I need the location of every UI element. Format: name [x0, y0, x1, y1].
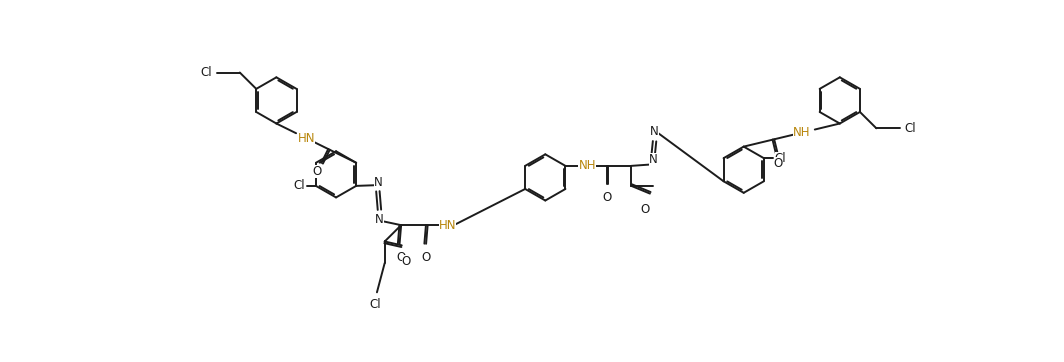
Text: O: O: [313, 165, 322, 178]
Text: Cl: Cl: [904, 122, 916, 135]
Text: NH: NH: [579, 159, 596, 172]
Text: O: O: [402, 254, 411, 268]
Text: O: O: [602, 191, 611, 204]
Text: Cl: Cl: [369, 299, 381, 311]
Text: N: N: [373, 176, 382, 189]
Text: N: N: [650, 126, 659, 139]
Text: O: O: [641, 203, 650, 216]
Text: HN: HN: [298, 132, 315, 145]
Text: N: N: [649, 153, 658, 166]
Text: O: O: [397, 251, 405, 264]
Text: O: O: [774, 157, 783, 170]
Text: Cl: Cl: [200, 66, 212, 79]
Text: O: O: [421, 251, 431, 264]
Text: NH: NH: [793, 126, 810, 139]
Text: Cl: Cl: [294, 180, 305, 192]
Text: N: N: [376, 212, 384, 226]
Text: HN: HN: [438, 219, 456, 232]
Text: Cl: Cl: [775, 152, 786, 165]
